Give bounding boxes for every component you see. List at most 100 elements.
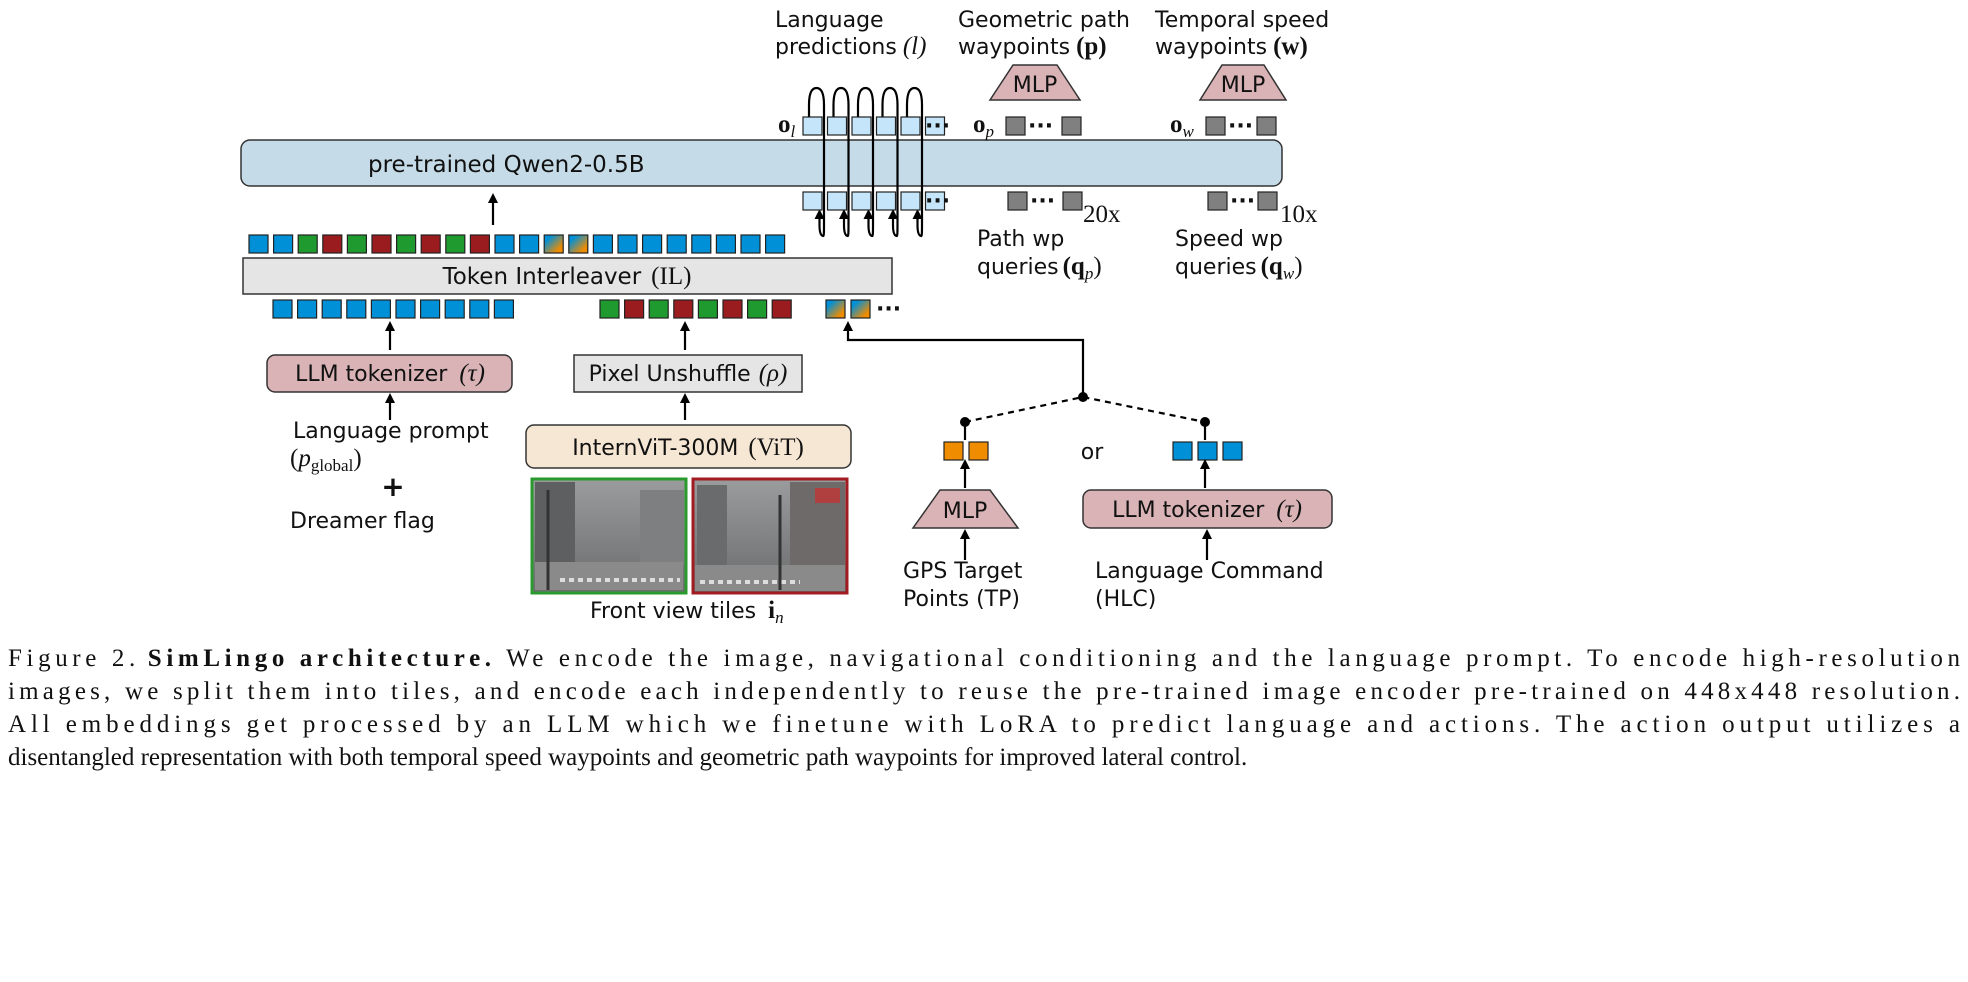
token-light_blue bbox=[851, 191, 872, 211]
token-gray bbox=[1257, 191, 1278, 211]
token-blue bbox=[617, 234, 638, 254]
path-queries-label: Path wp queries (qp) bbox=[977, 227, 1102, 283]
token-interleaver-label: Token Interleaver (IL) bbox=[442, 263, 692, 290]
llm-tokenizer-box bbox=[266, 354, 513, 393]
token-blue bbox=[691, 234, 712, 254]
token-blue bbox=[444, 299, 465, 319]
token-green bbox=[648, 299, 669, 319]
pixel-unshuffle-box bbox=[573, 354, 803, 393]
token-blue bbox=[469, 299, 490, 319]
ellipsis: ··· bbox=[1230, 189, 1255, 214]
token-gray bbox=[1007, 191, 1028, 211]
language-predictions-label: Language predictions (l) bbox=[775, 8, 926, 60]
token-green bbox=[445, 234, 466, 254]
token-mixed bbox=[543, 234, 564, 254]
token-red bbox=[322, 234, 343, 254]
token-blue bbox=[493, 299, 514, 319]
token-red bbox=[371, 234, 392, 254]
speed-queries-label: Speed wp queries (qw) bbox=[1175, 227, 1303, 283]
speed-count: 10x bbox=[1280, 201, 1318, 228]
token-mixed bbox=[850, 299, 871, 319]
figure-caption: Figure 2. SimLingo architecture. We encod… bbox=[8, 645, 1961, 771]
path-count: 20x bbox=[1083, 201, 1121, 228]
token-blue bbox=[1222, 441, 1243, 461]
token-blue bbox=[1172, 441, 1193, 461]
token-gray bbox=[1062, 191, 1083, 211]
token-orange bbox=[943, 441, 964, 461]
token-blue bbox=[715, 234, 737, 254]
svg-text:All embeddings get processed b: All embeddings get processed by an LLM w… bbox=[8, 711, 1960, 738]
feedback-loop-arrow bbox=[881, 86, 899, 238]
token-blue bbox=[494, 234, 515, 254]
svg-text:Figure 2.SimLingo architecture: Figure 2. SimLingo architecture. We encod… bbox=[8, 645, 1961, 672]
token-green bbox=[697, 299, 719, 319]
speed-mlp-box bbox=[1198, 64, 1288, 101]
token-blue bbox=[518, 234, 540, 254]
language-prompt-label: Language prompt bbox=[293, 419, 489, 444]
token-green bbox=[297, 234, 318, 254]
token-blue bbox=[248, 234, 269, 254]
token-light_blue bbox=[900, 116, 921, 136]
token-light_blue bbox=[826, 191, 848, 211]
interleaved-token-row bbox=[248, 234, 786, 254]
path-mlp-box bbox=[988, 64, 1082, 101]
token-blue bbox=[321, 299, 342, 319]
autoregressive-loops bbox=[807, 86, 924, 238]
or-label: or bbox=[1081, 440, 1104, 465]
token-gray bbox=[1005, 116, 1026, 136]
command-tokenizer-label: LLM tokenizer (τ) bbox=[1112, 496, 1302, 523]
vit-label: InternViT-300M (ViT) bbox=[572, 434, 804, 461]
token-blue bbox=[370, 299, 391, 319]
feedback-loop-arrow bbox=[905, 86, 924, 238]
token-blue bbox=[273, 234, 294, 254]
path-waypoints-label: Geometric path waypoints (p) bbox=[958, 8, 1130, 60]
path-mlp-label: MLP bbox=[1013, 73, 1058, 98]
token-blue bbox=[420, 299, 441, 319]
gps-label: GPS Target Points (TP) bbox=[903, 559, 1023, 612]
token-green bbox=[346, 234, 367, 254]
token-green bbox=[746, 299, 768, 319]
dashed-branch bbox=[964, 395, 1206, 424]
token-blue bbox=[297, 299, 318, 319]
plus-sign: + bbox=[381, 470, 404, 503]
feedback-loop-arrow bbox=[832, 86, 850, 238]
speed-mlp-label: MLP bbox=[1221, 73, 1266, 98]
token-blue bbox=[641, 234, 663, 254]
token-light_blue bbox=[851, 116, 872, 136]
token-light_blue bbox=[802, 116, 823, 136]
token-orange bbox=[968, 441, 989, 461]
token-light_blue bbox=[802, 191, 823, 211]
ellipsis: ··· bbox=[925, 189, 950, 214]
token-blue bbox=[740, 234, 761, 254]
token-gray bbox=[1061, 116, 1082, 136]
o-p-symbol: op bbox=[973, 111, 994, 141]
o-w-symbol: ow bbox=[1170, 111, 1195, 141]
arrow-navigation bbox=[843, 321, 1085, 397]
feedback-loop-arrow bbox=[807, 86, 826, 238]
token-green bbox=[396, 234, 417, 254]
ellipsis: ··· bbox=[925, 114, 950, 139]
output-token-rows: ··· ··· ··· ··· ··· ··· bbox=[802, 114, 1278, 214]
token-light_blue bbox=[875, 191, 897, 211]
feedback-loop-arrow bbox=[856, 86, 875, 238]
navigation-token-rows bbox=[943, 441, 1243, 461]
token-red bbox=[673, 299, 694, 319]
ellipsis: ··· bbox=[1030, 189, 1055, 214]
language-prompt-math: (pglobal) bbox=[290, 445, 362, 475]
token-light_blue bbox=[924, 191, 946, 211]
token-blue bbox=[764, 234, 786, 254]
o-l-symbol: ol bbox=[778, 111, 796, 141]
vit-box bbox=[525, 424, 852, 469]
token-red bbox=[722, 299, 743, 319]
token-light_blue bbox=[900, 191, 921, 211]
ellipsis: ··· bbox=[1028, 114, 1053, 139]
token-mixed bbox=[568, 234, 589, 254]
token-red bbox=[469, 234, 490, 254]
token-light_blue bbox=[826, 116, 848, 136]
dreamer-flag-label: Dreamer flag bbox=[290, 509, 435, 534]
front-view-tiles-label: Front view tiles in bbox=[590, 597, 784, 627]
llm-box bbox=[240, 139, 1283, 187]
token-interleaver-box bbox=[242, 257, 893, 295]
token-red bbox=[420, 234, 441, 254]
